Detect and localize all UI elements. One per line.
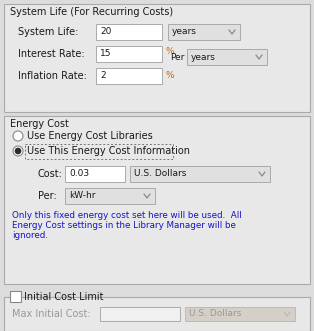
FancyBboxPatch shape <box>65 166 125 182</box>
Text: ignored.: ignored. <box>12 231 48 240</box>
Text: U.S. Dollars: U.S. Dollars <box>189 309 241 318</box>
Text: Use This Energy Cost Information: Use This Energy Cost Information <box>27 146 190 156</box>
Text: Energy Cost: Energy Cost <box>10 119 69 129</box>
Text: Per:: Per: <box>38 191 57 201</box>
Text: Cost:: Cost: <box>38 169 63 179</box>
Text: Initial Cost Limit: Initial Cost Limit <box>24 292 104 302</box>
Text: Inflation Rate:: Inflation Rate: <box>18 71 87 81</box>
Circle shape <box>15 148 21 154</box>
Text: %: % <box>165 71 174 80</box>
Text: Use Energy Cost Libraries: Use Energy Cost Libraries <box>27 131 153 141</box>
Text: years: years <box>191 53 216 62</box>
FancyBboxPatch shape <box>130 166 270 182</box>
FancyBboxPatch shape <box>4 297 310 331</box>
Text: System Life:: System Life: <box>18 27 78 37</box>
Text: 2: 2 <box>100 71 106 80</box>
Text: Per: Per <box>170 53 184 62</box>
FancyBboxPatch shape <box>4 4 310 112</box>
Text: Max Initial Cost:: Max Initial Cost: <box>12 309 91 319</box>
Text: kW-hr: kW-hr <box>69 192 95 201</box>
FancyBboxPatch shape <box>65 188 155 204</box>
Text: 15: 15 <box>100 50 111 59</box>
FancyBboxPatch shape <box>96 24 162 40</box>
Text: U.S. Dollars: U.S. Dollars <box>134 169 187 178</box>
FancyBboxPatch shape <box>185 307 295 321</box>
Text: Only this fixed energy cost set here will be used.  All: Only this fixed energy cost set here wil… <box>12 211 242 220</box>
FancyBboxPatch shape <box>187 49 267 65</box>
Text: years: years <box>172 27 197 36</box>
FancyBboxPatch shape <box>100 307 180 321</box>
FancyBboxPatch shape <box>96 68 162 84</box>
Circle shape <box>13 131 23 141</box>
Circle shape <box>13 146 23 156</box>
FancyBboxPatch shape <box>4 116 310 284</box>
Text: %: % <box>165 46 174 56</box>
Text: 0.03: 0.03 <box>69 169 89 178</box>
Text: Interest Rate:: Interest Rate: <box>18 49 85 59</box>
FancyBboxPatch shape <box>96 46 162 62</box>
FancyBboxPatch shape <box>10 291 21 302</box>
Text: Energy Cost settings in the Library Manager will be: Energy Cost settings in the Library Mana… <box>12 221 236 230</box>
Text: 20: 20 <box>100 27 111 36</box>
FancyBboxPatch shape <box>168 24 240 40</box>
Text: System Life (For Recurring Costs): System Life (For Recurring Costs) <box>10 7 173 17</box>
